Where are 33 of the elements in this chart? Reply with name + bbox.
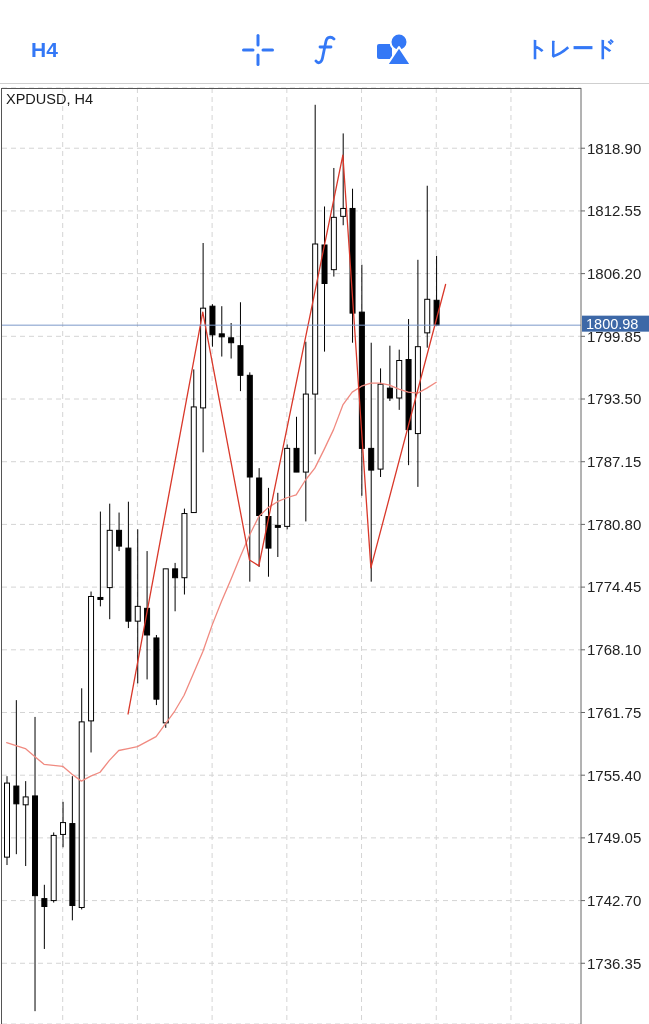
candlestick [41, 884, 48, 950]
y-tick-label: 1736.35 [587, 954, 642, 972]
candlestick [97, 511, 104, 607]
y-tick-label: 1742.70 [587, 891, 642, 909]
candlestick [368, 342, 375, 583]
y-tick-label: 1749.05 [587, 829, 642, 847]
y-tick-label: 1780.80 [587, 515, 642, 533]
y-tick-label: 1761.75 [587, 703, 642, 721]
candlestick [172, 562, 179, 612]
y-tick-label: 1818.90 [587, 139, 642, 157]
ref-line-label: 1800.98 [586, 315, 639, 332]
text: トレード [526, 36, 617, 62]
candlestick [13, 699, 20, 855]
candlestick [116, 512, 123, 552]
y-tick-label: 1755.40 [587, 766, 642, 784]
y-tick-label: 1793.50 [587, 390, 642, 408]
y-tick-label: 1812.55 [587, 202, 642, 220]
line-series [6, 381, 437, 782]
text: H4 [31, 38, 58, 62]
y-tick-label: 1774.45 [587, 578, 642, 596]
y-tick-label: 1787.15 [587, 453, 642, 471]
candlestick [60, 801, 67, 848]
candlestick [386, 345, 393, 402]
chart-title: XPDUSD, H4 [6, 91, 94, 108]
candlestick [22, 780, 29, 867]
candlestick [274, 492, 281, 558]
candlestick [228, 322, 235, 360]
y-tick-label: 1768.10 [587, 641, 642, 659]
candlestick [218, 305, 225, 358]
candlestick [293, 416, 300, 473]
y-tick-label: 1806.20 [587, 264, 642, 282]
candlestick [134, 528, 141, 684]
line-series [127, 154, 447, 715]
